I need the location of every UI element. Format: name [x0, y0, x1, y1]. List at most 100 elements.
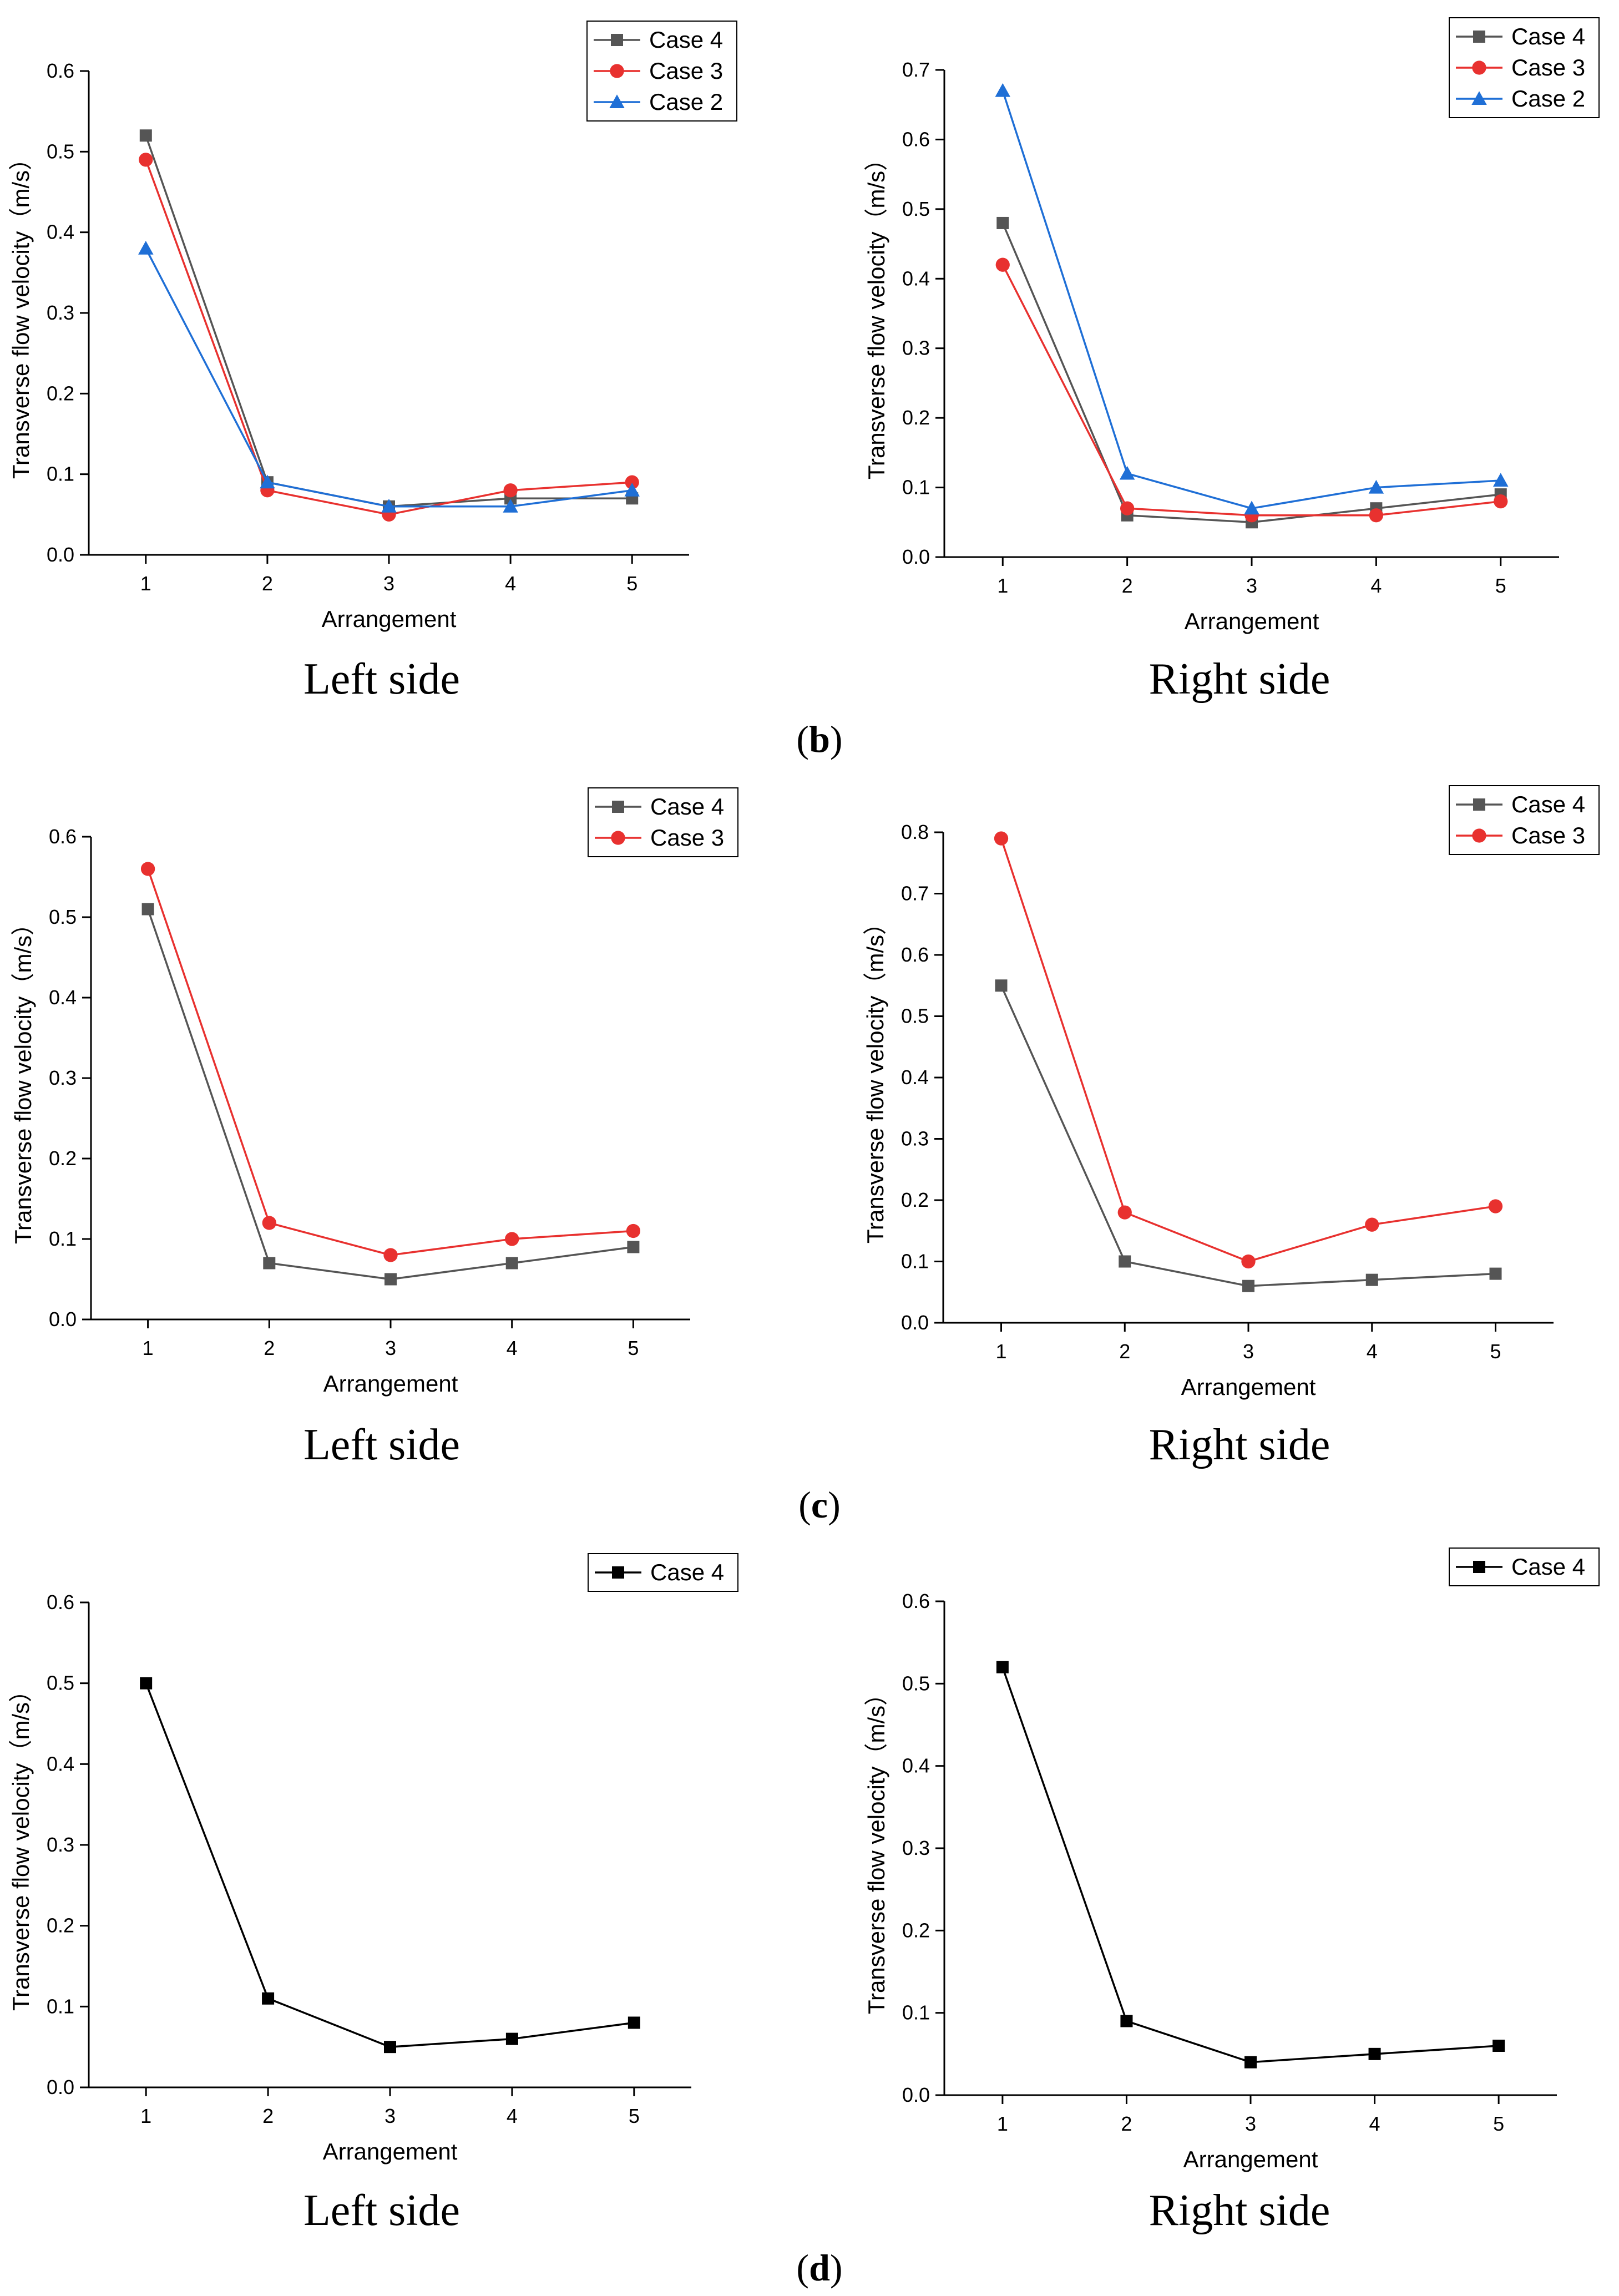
y-tick-label: 0.5	[47, 1672, 74, 1695]
data-point	[140, 862, 155, 876]
data-point	[1494, 494, 1508, 509]
side-caption: Right side	[1149, 655, 1330, 704]
y-tick-label: 0.6	[902, 128, 930, 150]
data-point	[1489, 1267, 1502, 1280]
series-line-case-2	[145, 247, 633, 508]
y-axis-title: Transverse flow velocity（m/s）	[863, 1682, 889, 2014]
legend-label: Case 4	[1511, 23, 1585, 49]
x-tick-label: 3	[1243, 1340, 1254, 1363]
y-tick-label: 0.4	[49, 986, 77, 1009]
y-tick-label: 0.2	[47, 1914, 74, 1937]
data-point	[262, 1216, 276, 1230]
chart-d-left: 0.0 0.1 0.2 0.3 0.4 0.5 0.6 1 2 3 4 5 Arrangement Tra…	[8, 1553, 738, 2235]
legend-label: Case 4	[1511, 1554, 1585, 1580]
panel-caption: (d)	[796, 2247, 842, 2289]
data-point	[505, 2032, 518, 2045]
data-point	[381, 499, 397, 513]
y-tick-label: 0.5	[901, 1005, 929, 1028]
y-tick-label: 0.3	[49, 1066, 77, 1089]
legend-box	[588, 787, 738, 857]
y-tick-label: 0.5	[47, 140, 74, 163]
x-tick-label: 3	[384, 2105, 396, 2127]
legend-marker	[1473, 1561, 1485, 1573]
legend-label: Case 2	[1511, 85, 1585, 112]
data-point	[624, 482, 640, 497]
x-tick-label: 4	[1367, 1340, 1378, 1363]
legend-label: Case 3	[650, 825, 724, 851]
chart-b-right: 0.0 0.1 0.2 0.3 0.4 0.5 0.6 0.7 1 2 3 4 5 Arrangement…	[863, 17, 1600, 704]
x-tick-label: 5	[1493, 2112, 1504, 2135]
x-tick-label: 2	[1122, 574, 1133, 597]
x-tick-label: 5	[1490, 1340, 1501, 1363]
legend-box	[588, 1553, 738, 1592]
x-tick-label: 5	[626, 572, 638, 595]
y-tick-label: 0.1	[901, 1250, 929, 1273]
chart-c-right: 0.0 0.1 0.2 0.3 0.4 0.5 0.6 0.7 0.8 1 2 3 4 5 Arrangem…	[862, 785, 1600, 1469]
data-point	[996, 1661, 1009, 1673]
legend: Case 4	[588, 1553, 738, 1592]
y-tick-label: 0.1	[47, 1995, 74, 2017]
y-tick-label: 0.0	[902, 2083, 930, 2106]
data-point	[141, 903, 154, 916]
data-point	[1368, 479, 1384, 494]
x-tick-label: 3	[1245, 2112, 1256, 2135]
y-tick-label: 0.0	[902, 545, 930, 568]
side-caption: Left side	[303, 2186, 460, 2235]
panel-caption-open: (	[796, 718, 809, 760]
data-point	[1368, 2047, 1381, 2060]
y-tick-label: 0.3	[901, 1127, 929, 1150]
y-tick-label: 0.1	[902, 476, 930, 499]
legend-label: Case 3	[1511, 54, 1585, 80]
x-tick-label: 1	[997, 2112, 1008, 2135]
data-point	[1241, 1254, 1256, 1269]
x-axis-title: Arrangement	[1183, 2146, 1318, 2172]
data-point	[995, 979, 1008, 992]
data-point	[996, 216, 1009, 229]
x-axis-title: Arrangement	[1185, 608, 1319, 634]
y-tick-label: 0.4	[47, 1752, 74, 1775]
x-tick-label: 5	[629, 2105, 640, 2127]
y-axis-title: Transverse flow velocity（m/s）	[8, 147, 34, 479]
data-point	[1119, 1255, 1131, 1268]
legend-marker	[1472, 828, 1486, 843]
data-point	[1119, 466, 1135, 480]
data-point	[139, 129, 152, 142]
chart-c-left: 0.0 0.1 0.2 0.3 0.4 0.5 0.6 1 2 3 4 5 Arrangement Tra…	[10, 787, 738, 1469]
data-point	[995, 257, 1010, 272]
data-point	[1488, 1199, 1503, 1213]
y-tick-label: 0.3	[47, 301, 74, 324]
legend-marker	[609, 94, 625, 108]
y-axis-title: Transverse flow velocity（m/s）	[10, 912, 36, 1244]
data-point	[1365, 1217, 1379, 1232]
data-point	[503, 499, 518, 513]
x-tick-label: 3	[1246, 574, 1257, 597]
y-tick-label: 0.0	[901, 1311, 929, 1334]
y-tick-label: 0.5	[49, 906, 77, 928]
series-line-case-2	[1001, 90, 1501, 509]
x-axis-title: Arrangement	[1181, 1374, 1316, 1400]
series-line-case-3	[1000, 838, 1496, 1263]
data-point	[260, 474, 275, 489]
panel-caption-letter: d	[809, 2247, 830, 2289]
y-tick-label: 0.2	[49, 1147, 77, 1170]
y-tick-label: 0.7	[902, 58, 930, 81]
x-tick-label: 2	[1119, 1340, 1130, 1363]
data-point	[625, 475, 639, 489]
panel-caption-letter: b	[809, 718, 830, 760]
y-tick-label: 0.2	[901, 1189, 929, 1211]
y-tick-label: 0.1	[47, 463, 74, 486]
x-tick-label: 4	[1370, 574, 1382, 597]
y-tick-label: 0.4	[47, 221, 74, 244]
data-point	[384, 2041, 396, 2054]
data-point	[1117, 1205, 1132, 1220]
data-point	[383, 1248, 398, 1262]
legend-label: Case 2	[649, 89, 723, 115]
x-tick-label: 1	[140, 2105, 151, 2127]
data-point	[1120, 501, 1135, 515]
data-point	[384, 1273, 397, 1286]
legend-marker	[1473, 798, 1485, 811]
y-tick-label: 0.6	[47, 59, 74, 82]
chart-b-left: 0.0 0.1 0.2 0.3 0.4 0.5 0.6 1 2 3 4 5 Arrangement Tra…	[8, 21, 737, 704]
panel-caption-close: )	[830, 718, 843, 760]
series-line-case-4	[146, 908, 634, 1281]
